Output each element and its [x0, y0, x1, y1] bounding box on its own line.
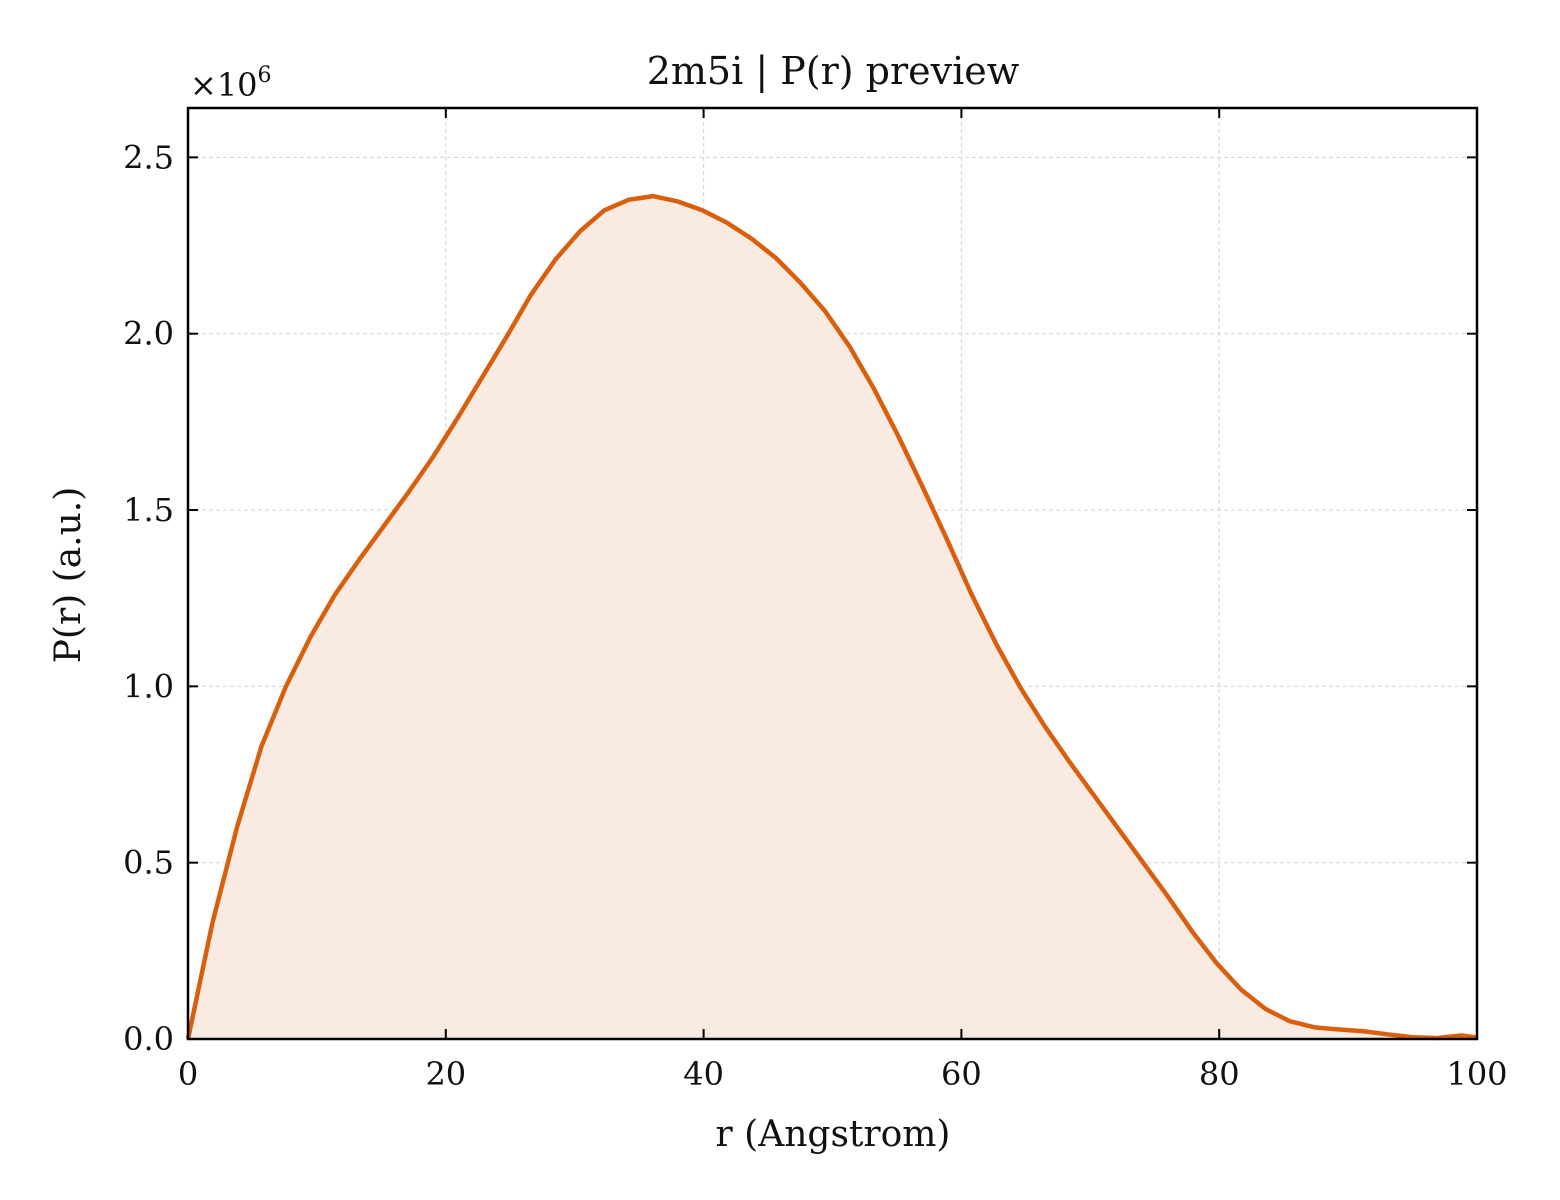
y-scale-base: ×10: [190, 66, 258, 104]
pr-series-line: [185, 193, 1478, 1041]
x-tick-label: 100: [1446, 1055, 1507, 1093]
y-tick-label: 1.0: [123, 667, 174, 705]
y-tick-label: 0.5: [123, 844, 174, 882]
x-tick-label: 20: [425, 1055, 466, 1093]
y-axis-ticks: 0.0 0.5 1.0 1.5 2.0 2.5: [123, 138, 1477, 1058]
x-tick-label: 40: [683, 1055, 724, 1093]
x-axis-ticks: 0 20 40 60 80 100: [178, 108, 1508, 1093]
y-tick-label: 2.5: [123, 138, 174, 176]
chart-title: 2m5i | P(r) preview: [647, 49, 1020, 93]
x-tick-label: 60: [941, 1055, 982, 1093]
x-axis-label: r (Angstrom): [716, 1114, 951, 1155]
plot-frame: [186, 106, 1479, 1041]
y-scale-exponent: 6: [258, 63, 272, 88]
y-axis-label: P(r) (a.u.): [48, 487, 89, 664]
y-scale-multiplier: ×106: [190, 63, 272, 104]
y-tick-label: 2.0: [123, 315, 174, 353]
x-tick-label: 0: [178, 1055, 198, 1093]
y-tick-label: 1.5: [123, 491, 174, 529]
x-tick-label: 80: [1199, 1055, 1240, 1093]
pr-area-fill: [188, 196, 1477, 1039]
y-tick-label: 0.0: [123, 1020, 174, 1058]
